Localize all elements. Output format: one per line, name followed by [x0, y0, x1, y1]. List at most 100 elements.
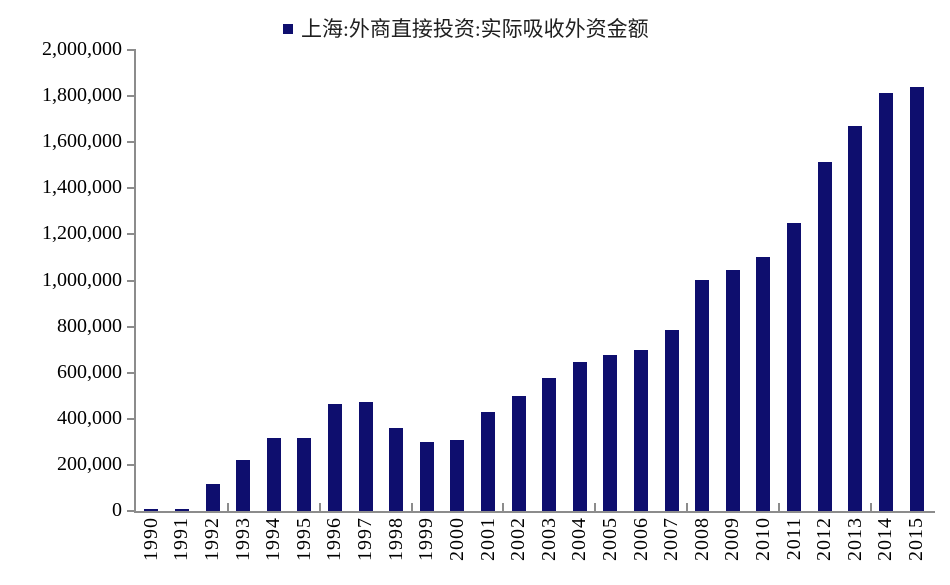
y-tick-mark	[127, 141, 135, 144]
y-axis-tick-label: 2,000,000	[42, 38, 122, 61]
x-axis-year-label: 1993	[231, 517, 254, 561]
x-axis-year-label: 2005	[598, 517, 621, 561]
bar-cell-2002	[503, 50, 534, 511]
x-label-cell-1994: 1994	[258, 517, 289, 575]
bar-cell-1997	[350, 50, 381, 511]
x-axis-year-label: 1998	[384, 517, 407, 561]
bar-2003	[542, 378, 557, 511]
x-tick-mark	[502, 503, 505, 511]
x-axis-year-label: 2015	[905, 517, 928, 561]
y-axis-tick-label: 1,800,000	[42, 84, 122, 107]
bar-cell-2003	[534, 50, 565, 511]
bar-cell-2004	[565, 50, 596, 511]
bar-cell-1992	[197, 50, 228, 511]
bar-cell-2005	[595, 50, 626, 511]
x-label-cell-2008: 2008	[687, 517, 718, 575]
bar-cell-1990	[136, 50, 167, 511]
legend-label: 上海:外商直接投资:实际吸收外资金额	[301, 17, 649, 41]
bar-2005	[603, 355, 618, 511]
bar-2012	[817, 162, 832, 511]
x-axis-line	[134, 511, 935, 513]
x-label-cell-1999: 1999	[411, 517, 442, 575]
bar-2004	[572, 362, 587, 511]
bar-1998	[389, 428, 404, 511]
x-axis-year-label: 2000	[445, 517, 468, 561]
bar-2006	[634, 350, 649, 511]
x-tick-mark	[410, 503, 413, 511]
bar-2011	[787, 223, 802, 511]
x-tick-mark	[594, 503, 597, 511]
x-label-cell-1997: 1997	[350, 517, 381, 575]
x-tick-mark	[686, 503, 689, 511]
y-axis-tick-label: 0	[112, 499, 122, 522]
bar-cell-2009	[718, 50, 749, 511]
bar-1995	[297, 438, 312, 511]
y-tick-mark	[127, 279, 135, 282]
x-axis-year-label: 1995	[292, 517, 315, 561]
x-label-cell-2002: 2002	[503, 517, 534, 575]
x-label-cell-1995: 1995	[289, 517, 320, 575]
x-axis-year-label: 1996	[323, 517, 346, 561]
y-axis-tick-label: 1,000,000	[42, 268, 122, 291]
bar-cell-2001	[473, 50, 504, 511]
y-tick-mark	[127, 187, 135, 190]
bar-2013	[848, 126, 863, 511]
x-label-cell-1998: 1998	[381, 517, 412, 575]
bar-cell-1999	[411, 50, 442, 511]
bar-2009	[725, 270, 740, 511]
x-axis-year-label: 2011	[782, 517, 805, 561]
x-label-cell-1990: 1990	[136, 517, 167, 575]
y-axis-tick-label: 1,600,000	[42, 130, 122, 153]
x-label-cell-1992: 1992	[197, 517, 228, 575]
bar-cell-2014	[871, 50, 902, 511]
x-label-cell-2013: 2013	[840, 517, 871, 575]
x-axis-year-label: 1991	[170, 517, 193, 561]
legend: 上海:外商直接投资:实际吸收外资金额	[283, 17, 649, 41]
bar-2008	[695, 280, 710, 511]
x-axis-year-label: 2002	[507, 517, 530, 561]
bar-cell-1998	[381, 50, 412, 511]
x-label-cell-1996: 1996	[320, 517, 351, 575]
bar-cell-2012	[809, 50, 840, 511]
x-label-cell-2006: 2006	[626, 517, 657, 575]
x-tick-mark	[318, 503, 321, 511]
x-axis-year-label: 1994	[262, 517, 285, 561]
x-tick-mark	[869, 503, 872, 511]
y-tick-mark	[127, 463, 135, 466]
x-axis-year-label: 2001	[476, 517, 499, 561]
y-tick-mark	[127, 233, 135, 236]
x-label-cell-2011: 2011	[779, 517, 810, 575]
y-axis-tick-label: 1,400,000	[42, 176, 122, 199]
x-axis-year-label: 1999	[415, 517, 438, 561]
bar-2010	[756, 257, 771, 511]
bar-2001	[481, 412, 495, 511]
x-label-cell-2000: 2000	[442, 517, 473, 575]
x-label-cell-2014: 2014	[871, 517, 902, 575]
x-axis-year-label: 2009	[721, 517, 744, 561]
legend-marker-icon	[283, 24, 293, 34]
y-axis-tick-label: 600,000	[57, 360, 122, 383]
x-axis-year-label: 2006	[629, 517, 652, 561]
x-label-cell-2007: 2007	[656, 517, 687, 575]
bar-cell-2006	[626, 50, 657, 511]
bar-cell-2010	[748, 50, 779, 511]
x-label-cell-2010: 2010	[748, 517, 779, 575]
bar-2015	[909, 87, 924, 511]
bar-1990	[144, 509, 159, 511]
x-label-cell-2012: 2012	[809, 517, 840, 575]
bar-1996	[327, 404, 342, 511]
bar-2000	[450, 440, 465, 511]
bar-cell-2008	[687, 50, 718, 511]
y-axis-tick-label: 400,000	[57, 406, 122, 429]
bar-cell-2011	[779, 50, 810, 511]
bar-cell-1995	[289, 50, 320, 511]
bar-1993	[236, 460, 251, 511]
x-label-cell-2009: 2009	[718, 517, 749, 575]
x-axis-year-label: 2014	[874, 517, 897, 561]
y-axis-tick-label: 800,000	[57, 314, 122, 337]
x-axis-year-label: 2007	[660, 517, 683, 561]
y-tick-mark	[127, 417, 135, 420]
y-axis-tick-label: 1,200,000	[42, 222, 122, 245]
x-label-cell-2005: 2005	[595, 517, 626, 575]
